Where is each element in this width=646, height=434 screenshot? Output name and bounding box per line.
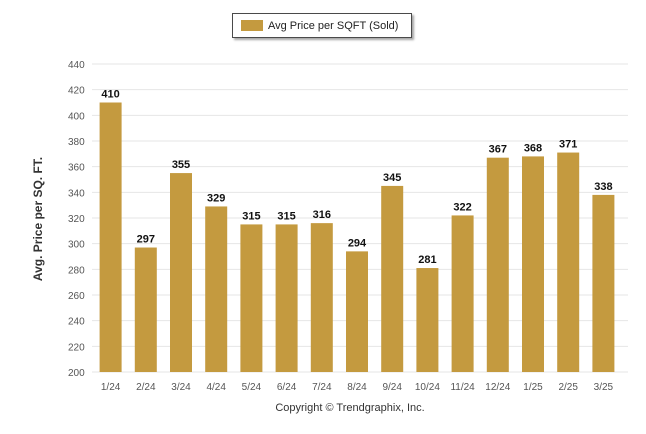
y-tick-label: 200 xyxy=(68,368,85,379)
bar xyxy=(592,194,615,372)
bar xyxy=(381,185,404,372)
y-tick-label: 440 xyxy=(68,60,85,71)
bar-value-label: 367 xyxy=(489,144,507,156)
x-tick-label: 3/25 xyxy=(594,382,614,393)
bar xyxy=(240,224,263,372)
x-tick-label: 4/24 xyxy=(206,382,226,393)
bar xyxy=(170,173,192,372)
bar-value-label: 315 xyxy=(242,210,260,222)
y-tick-label: 340 xyxy=(68,188,85,199)
bar-value-label: 315 xyxy=(277,210,295,222)
x-tick-label: 2/25 xyxy=(558,382,578,393)
bar xyxy=(310,223,333,372)
bar-value-label: 281 xyxy=(418,254,436,266)
bar-value-label: 338 xyxy=(594,181,612,193)
x-tick-label: 8/24 xyxy=(347,382,367,393)
y-axis-title: Avg. Price per SQ. FT. xyxy=(31,157,45,281)
x-tick-label: 7/24 xyxy=(312,382,332,393)
bar xyxy=(522,156,544,372)
y-tick-label: 300 xyxy=(68,240,85,251)
bar xyxy=(557,152,580,372)
y-tick-label: 280 xyxy=(68,265,85,276)
y-tick-label: 320 xyxy=(68,214,85,225)
legend-swatch xyxy=(241,20,263,31)
y-tick-label: 360 xyxy=(68,163,85,174)
x-tick-label: 3/24 xyxy=(171,382,191,393)
bar-value-label: 316 xyxy=(313,209,331,221)
x-tick-label: 2/24 xyxy=(136,382,156,393)
x-tick-label: 6/24 xyxy=(277,382,297,393)
x-tick-label: 9/24 xyxy=(382,382,402,393)
y-tick-label: 400 xyxy=(68,111,85,122)
copyright-text: Copyright © Trendgraphix, Inc. xyxy=(275,402,425,414)
bar xyxy=(275,224,298,372)
y-tick-label: 220 xyxy=(68,342,85,353)
y-tick-label: 420 xyxy=(68,86,85,97)
y-tick-labels: 200 220 240 260 280 300 320 340 360 380 400 420 440 xyxy=(68,60,85,379)
bars xyxy=(99,102,615,372)
bar xyxy=(205,206,228,372)
bar-value-label: 297 xyxy=(137,234,155,246)
bar-value-label: 294 xyxy=(348,237,367,249)
bar-value-label: 371 xyxy=(559,139,577,151)
bar xyxy=(416,268,439,372)
bar-value-label: 329 xyxy=(207,192,225,204)
x-tick-label: 10/24 xyxy=(415,382,440,393)
bar-value-label: 368 xyxy=(524,142,542,154)
y-tick-label: 240 xyxy=(68,317,85,328)
x-tick-label: 12/24 xyxy=(485,382,510,393)
bar-value-label: 322 xyxy=(453,201,471,213)
x-tick-label: 11/24 xyxy=(450,382,475,393)
bar-value-label: 410 xyxy=(101,89,119,101)
bar xyxy=(346,251,368,372)
x-tick-label: 5/24 xyxy=(242,382,262,393)
bar xyxy=(451,215,474,372)
bar-value-label: 345 xyxy=(383,172,401,184)
bar xyxy=(99,102,122,372)
y-tick-label: 380 xyxy=(68,137,85,148)
bar-value-label: 355 xyxy=(172,159,190,171)
y-tick-label: 260 xyxy=(68,291,85,302)
bar xyxy=(486,157,509,372)
x-tick-label: 1/25 xyxy=(523,382,543,393)
x-tick-label: 1/24 xyxy=(101,382,121,393)
bar-value-labels: 410 297 355 329 315 315 316 294 345 281 322 367 368 3… xyxy=(101,89,612,267)
legend-label: Avg Price per SQFT (Sold) xyxy=(268,19,399,32)
x-tick-labels: 1/24 2/24 3/24 4/24 5/24 6/24 7/24 8/24 9/24 10/2… xyxy=(101,382,614,393)
legend: Avg Price per SQFT (Sold) xyxy=(232,13,412,38)
bar xyxy=(134,247,157,372)
